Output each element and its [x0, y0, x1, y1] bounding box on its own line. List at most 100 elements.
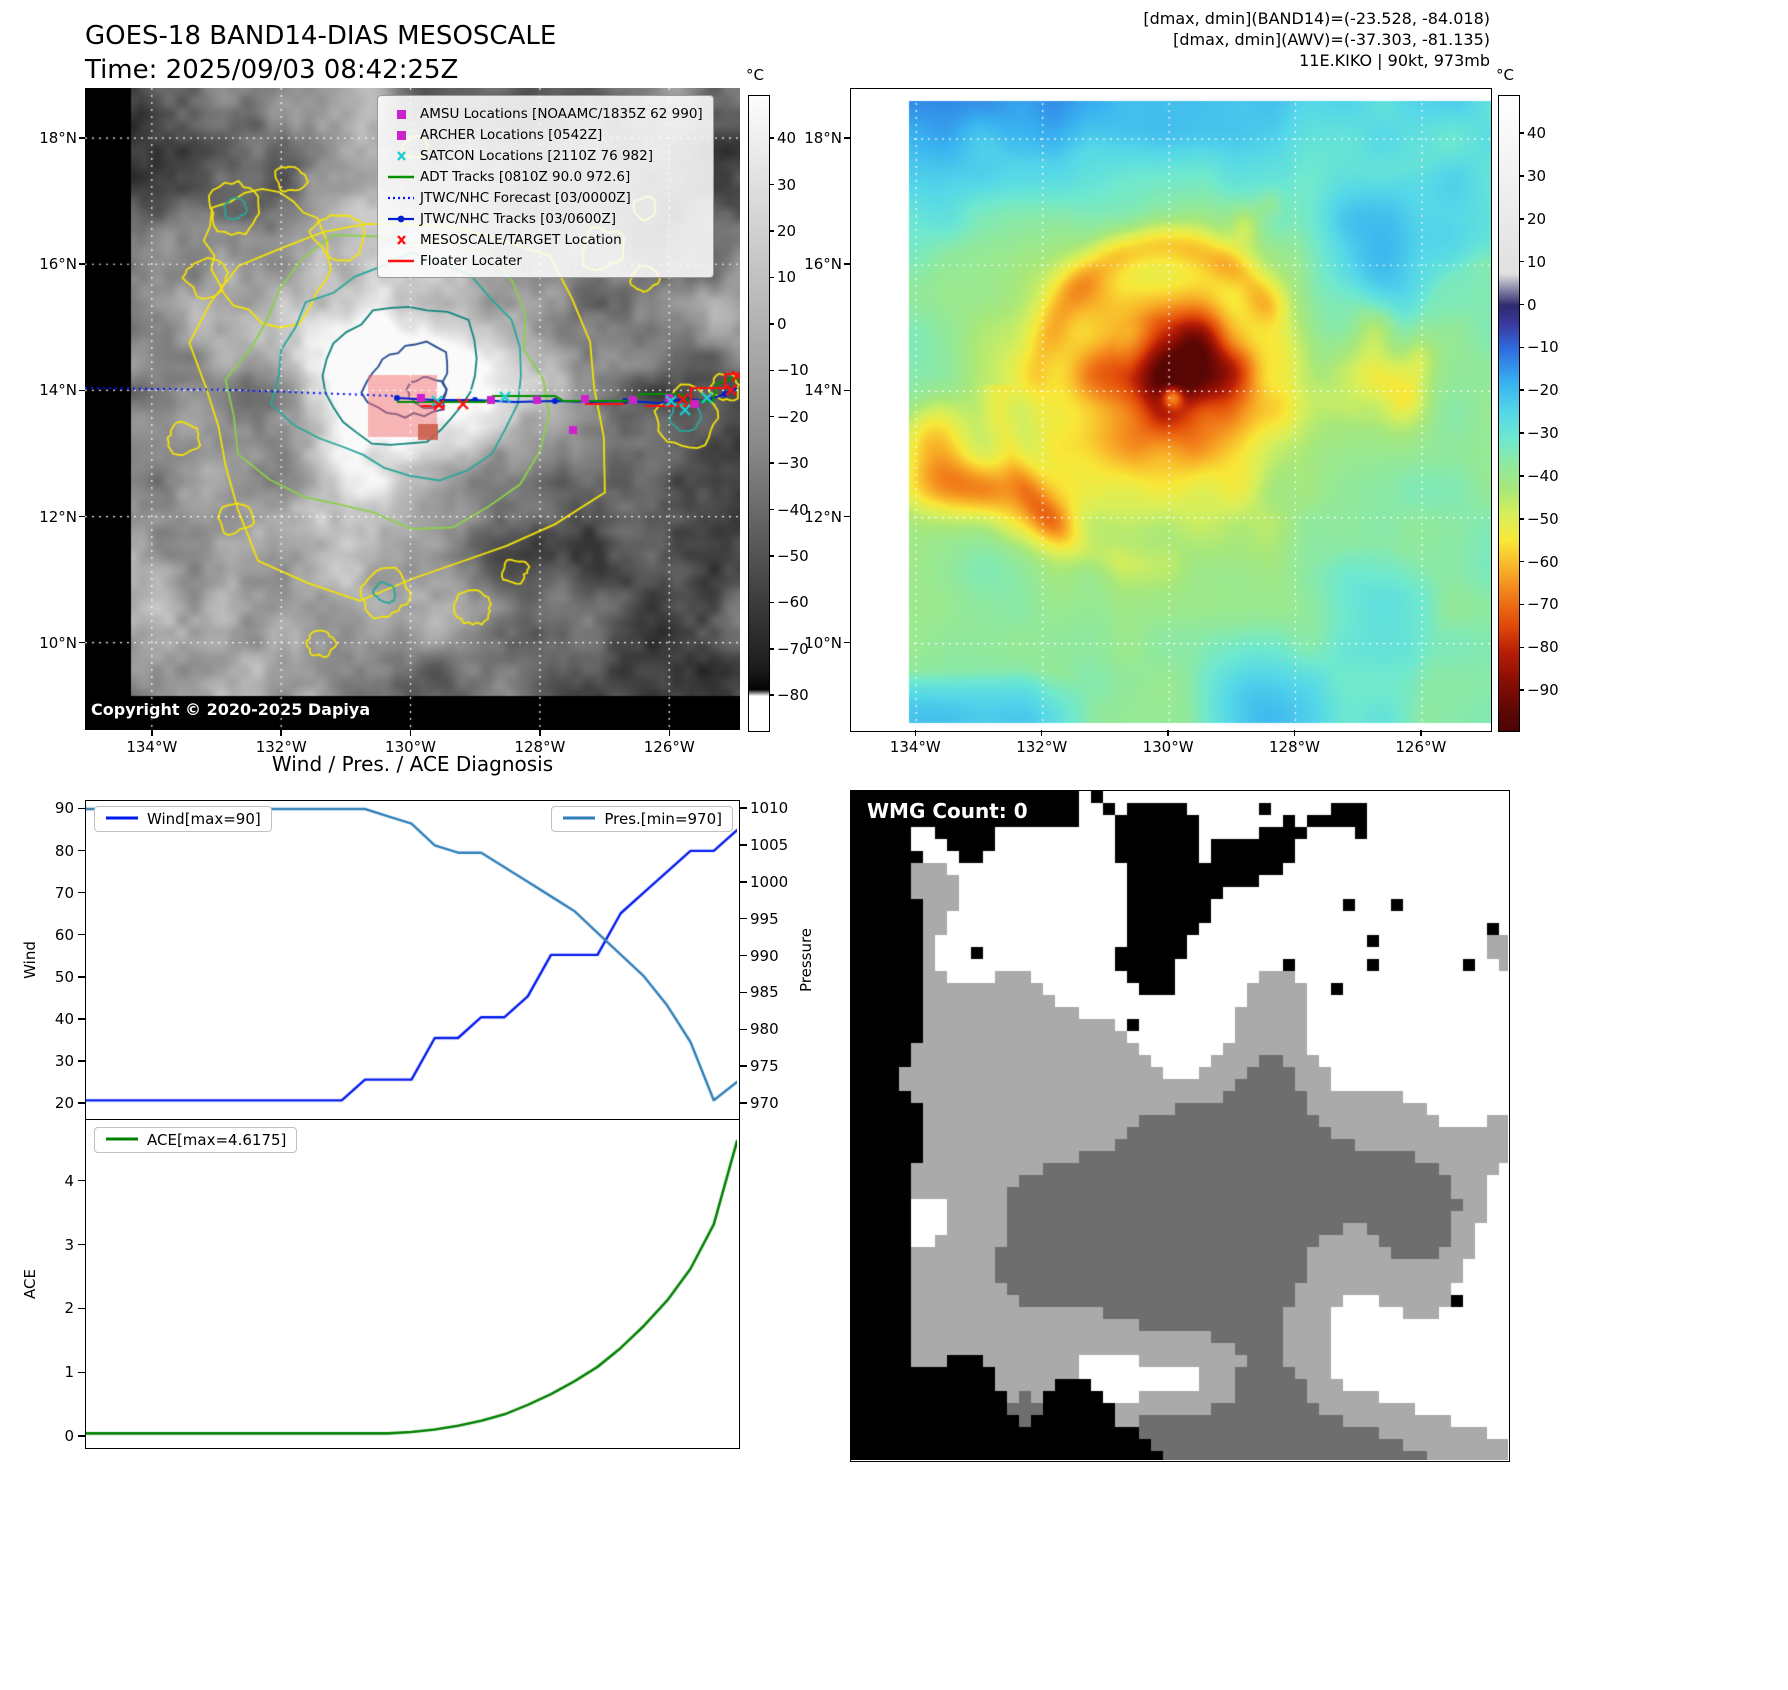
- band14-cbar-tick-label: −10: [777, 361, 809, 380]
- wind-legend-label: Wind[max=90]: [147, 810, 261, 828]
- band14-lon-tickmark: [280, 730, 282, 736]
- awv-cbar-tickmark: [1519, 560, 1524, 563]
- awv-cbar-tickmark: [1519, 689, 1524, 691]
- band14-colorbar-unit: °C: [746, 66, 764, 84]
- pressure-axis-tick-label: 1000: [750, 872, 789, 891]
- wind-axis-tick-label: 30: [54, 1052, 74, 1071]
- awv-cbar-tick-label: −40: [1527, 466, 1559, 485]
- band14-cbar-tickmark: [769, 323, 774, 325]
- band14-map-legend: AMSU Locations [NOAAMC/1835Z 62 990] ARCH…: [377, 95, 714, 278]
- band14-cbar-tickmark: [769, 601, 774, 604]
- ace-plot: [86, 1120, 737, 1446]
- awv-cbar-tickmark: [1519, 475, 1524, 477]
- pressure-axis-tickmark: [740, 807, 747, 809]
- awv-cbar-tickmark: [1519, 303, 1524, 306]
- legend-item: JTWC/NHC Tracks [03/0600Z]: [386, 208, 703, 229]
- ace-line-sample-icon: [105, 1131, 139, 1149]
- wind-axis-tick-label: 50: [54, 967, 74, 986]
- band14-cbar-tick-label: −30: [777, 454, 809, 473]
- pressure-axis-tickmark: [740, 881, 747, 883]
- band14-cbar-tick-label: −60: [777, 593, 809, 612]
- x-legend-icon: [386, 232, 420, 248]
- awv-cbar-tick-label: 0: [1527, 295, 1537, 314]
- band14-cbar-tickmark: [769, 648, 774, 650]
- awv-lon-tickmark: [1167, 730, 1169, 736]
- line-legend-icon: [386, 169, 420, 185]
- wind-axis-tickmark: [78, 807, 85, 810]
- pres-legend-label: Pres.[min=970]: [604, 810, 722, 828]
- legend-item: ARCHER Locations [0542Z]: [386, 124, 703, 145]
- pressure-axis-tick-label: 970: [750, 1094, 779, 1113]
- band14-cbar-tick-label: 40: [777, 129, 797, 148]
- awv-cbar-tick-label: −10: [1527, 338, 1559, 357]
- wind-axis-tickmark: [78, 976, 85, 978]
- awv-cbar-tick-label: 20: [1527, 209, 1547, 228]
- legend-item: Floater Locater: [386, 250, 703, 271]
- band14-cbar-tick-label: 10: [777, 268, 797, 287]
- square-legend-icon: [386, 106, 420, 122]
- awv-header-line: 11E.KIKO | 90kt, 973mb: [1299, 51, 1490, 70]
- band14-title-block: GOES-18 BAND14-DIAS MESOSCALE Time: 2025…: [85, 20, 556, 88]
- line-dot-legend-icon: [386, 211, 420, 227]
- pres-legend: Pres.[min=970]: [551, 806, 733, 832]
- legend-item-label: AMSU Locations [NOAAMC/1835Z 62 990]: [420, 105, 703, 122]
- awv-header-line: [dmax, dmin](AWV)=(-37.303, -81.135): [1173, 30, 1490, 49]
- awv-cbar-tickmark: [1519, 518, 1524, 520]
- band14-lon-tick-label: 126°W: [643, 738, 695, 756]
- awv-lat-tick-label: 14°N: [804, 381, 842, 400]
- band14-cbar-tick-label: 0: [777, 314, 787, 333]
- legend-item-label: JTWC/NHC Tracks [03/0600Z]: [420, 210, 617, 227]
- ace-axis-tick-label: 0: [64, 1427, 74, 1446]
- ace-legend-label: ACE[max=4.6175]: [147, 1131, 287, 1149]
- band14-lon-tick-label: 134°W: [126, 738, 178, 756]
- band14-lat-tickmark: [79, 137, 85, 139]
- pressure-axis-tickmark: [740, 1065, 747, 1067]
- pressure-axis-tickmark: [740, 991, 747, 994]
- ace-ylabel: ACE: [21, 1269, 39, 1299]
- legend-item-label: MESOSCALE/TARGET Location: [420, 231, 622, 248]
- band14-lon-tick-label: 132°W: [255, 738, 307, 756]
- wind-axis-tickmark: [78, 1102, 85, 1104]
- wind-axis-tick-label: 80: [54, 841, 74, 860]
- pressure-axis-tickmark: [740, 844, 747, 846]
- awv-cbar-tickmark: [1519, 432, 1524, 434]
- awv-lon-tickmark: [1040, 730, 1043, 736]
- awv-cbar-tickmark: [1519, 603, 1524, 606]
- band14-cbar-tickmark: [769, 276, 774, 279]
- awv-lat-tick-label: 16°N: [804, 255, 842, 274]
- band14-colorbar: [748, 95, 770, 732]
- awv-header-line: [dmax, dmin](BAND14)=(-23.528, -84.018): [1143, 9, 1490, 28]
- ace-axis-tickmark: [78, 1435, 85, 1437]
- awv-colorbar-unit: °C: [1496, 66, 1514, 84]
- awv-cbar-tick-label: −90: [1527, 681, 1559, 700]
- dotted-line-legend-icon: [386, 190, 420, 206]
- band14-cbar-tickmark: [769, 415, 774, 418]
- wind-ylabel: Wind: [21, 941, 39, 979]
- wmg-count-label: WMG Count: 0: [867, 799, 1028, 823]
- awv-cbar-tickmark: [1519, 218, 1524, 220]
- band14-lat-tickmark: [79, 641, 85, 644]
- wind-axis-tickmark: [78, 891, 85, 894]
- wind-axis-tick-label: 70: [54, 883, 74, 902]
- pressure-axis-tick-label: 975: [750, 1057, 779, 1076]
- awv-lon-tickmark: [914, 730, 917, 736]
- awv-lon-tick-label: 126°W: [1395, 738, 1447, 756]
- wind-axis-tick-label: 20: [54, 1094, 74, 1113]
- pressure-axis-tick-label: 1005: [750, 835, 789, 854]
- legend-item-label: Floater Locater: [420, 252, 522, 269]
- band14-lon-tick-label: 130°W: [385, 738, 437, 756]
- awv-lon-tickmark: [1420, 730, 1422, 736]
- wind-pressure-chart: Wind[max=90] Pres.[min=970]: [85, 800, 740, 1120]
- awv-lon-tick-label: 130°W: [1142, 738, 1194, 756]
- wind-legend: Wind[max=90]: [94, 806, 272, 832]
- wind-axis-tickmark: [78, 933, 85, 936]
- ace-legend: ACE[max=4.6175]: [94, 1127, 298, 1153]
- legend-item-label: ADT Tracks [0810Z 90.0 972.6]: [420, 168, 631, 185]
- ace-axis-tick-label: 2: [64, 1299, 74, 1318]
- awv-lat-tick-label: 18°N: [804, 129, 842, 148]
- legend-item: SATCON Locations [2110Z 76 982]: [386, 145, 703, 166]
- awv-cbar-tick-label: 10: [1527, 252, 1547, 271]
- pressure-axis-tick-label: 995: [750, 909, 779, 928]
- awv-lat-tick-label: 12°N: [804, 507, 842, 526]
- pressure-axis-tickmark: [740, 1028, 747, 1031]
